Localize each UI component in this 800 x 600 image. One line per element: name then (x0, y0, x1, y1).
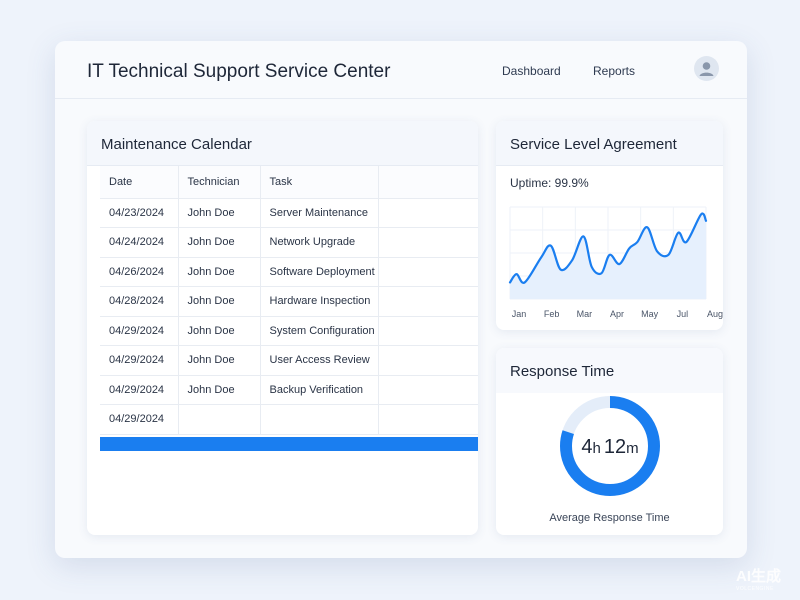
cell-date: 04/29/2024 (100, 345, 179, 376)
maintenance-table: Date Technician Task 04/23/2024 John Doe… (100, 166, 478, 435)
cell-date: 04/29/2024 (100, 404, 179, 435)
page-title: IT Technical Support Service Center (87, 61, 391, 82)
table-row[interactable]: 04/29/2024 John Doe User Access Review (100, 345, 478, 376)
sla-card: Service Level Agreement Uptime: 99.9% Ja… (496, 121, 723, 330)
nav-reports-link[interactable]: Reports (593, 64, 636, 78)
cell-task: Hardware Inspection (260, 286, 379, 317)
watermark: AI生成 VOLCENGINE (736, 565, 781, 592)
table-row[interactable]: 04/29/2024 John Doe System Configuration (100, 316, 478, 346)
cell-task: Backup Verification (260, 375, 379, 405)
table-row[interactable]: 04/24/2024 John Doe Network Upgrade (100, 227, 478, 258)
cell-technician: John Doe (178, 227, 261, 258)
cell-extra (378, 316, 478, 346)
table-row[interactable]: 04/29/2024 (100, 404, 478, 435)
response-time-donut: 4h 12m (560, 396, 660, 496)
response-time-card: Response Time 4h 12m Average Response Tim… (496, 348, 723, 535)
uptime-value: Uptime: 99.9% (510, 176, 589, 190)
cell-date: 04/26/2024 (100, 257, 179, 287)
cell-date: 04/23/2024 (100, 198, 179, 228)
cell-technician (178, 404, 261, 435)
cell-technician: John Doe (178, 286, 261, 317)
cell-extra (378, 375, 478, 405)
cell-task: System Configuration (260, 316, 379, 346)
watermark-text: AI生成 (736, 568, 782, 585)
user-avatar[interactable] (694, 56, 719, 81)
cell-extra (378, 345, 478, 376)
cell-date: 04/28/2024 (100, 286, 179, 317)
table-header-row: Date Technician Task (100, 166, 478, 199)
cell-task: Server Maintenance (260, 198, 379, 228)
cell-date: 04/24/2024 (100, 227, 179, 258)
maintenance-calendar-card: Maintenance Calendar Date Technician Tas… (87, 121, 478, 535)
cell-task (260, 404, 379, 435)
column-header-extra (378, 166, 478, 199)
user-icon (699, 62, 714, 76)
nav-dashboard-link[interactable]: Dashboard (502, 64, 561, 78)
uptime-line-chart: Jan Feb Mar Apr May Jul Aug (508, 206, 723, 319)
response-time-value: 4h 12m (581, 436, 638, 458)
uptime-area-fill (510, 213, 706, 299)
calendar-title: Maintenance Calendar (87, 121, 478, 166)
table-horizontal-scrollbar[interactable] (100, 437, 478, 451)
x-axis-tick-label: Feb (544, 309, 560, 319)
table-row[interactable]: 04/29/2024 John Doe Backup Verification (100, 375, 478, 405)
column-header-technician[interactable]: Technician (178, 166, 261, 199)
cell-date: 04/29/2024 (100, 316, 179, 346)
cell-technician: John Doe (178, 345, 261, 376)
x-axis-tick-label: Aug (707, 309, 723, 319)
column-header-task[interactable]: Task (260, 166, 379, 199)
cell-task: User Access Review (260, 345, 379, 376)
cell-date: 04/29/2024 (100, 375, 179, 405)
cell-technician: John Doe (178, 375, 261, 405)
cell-extra (378, 286, 478, 317)
cell-extra (378, 404, 478, 435)
x-axis-tick-label: Jan (512, 309, 527, 319)
app-window: IT Technical Support Service Center Dash… (55, 41, 747, 558)
x-axis-tick-label: May (641, 309, 659, 319)
cell-task: Software Deployment (260, 257, 379, 287)
response-caption: Average Response Time (549, 512, 670, 524)
table-row[interactable]: 04/28/2024 John Doe Hardware Inspection (100, 286, 478, 317)
column-header-date[interactable]: Date (100, 166, 179, 199)
table-row[interactable]: 04/26/2024 John Doe Software Deployment (100, 257, 478, 287)
cell-task: Network Upgrade (260, 227, 379, 258)
x-axis-tick-label: Jul (677, 309, 689, 319)
top-header: IT Technical Support Service Center Dash… (55, 41, 747, 99)
response-title: Response Time (496, 348, 723, 393)
donut-progress-arc (560, 396, 660, 496)
x-axis-tick-label: Mar (577, 309, 593, 319)
cell-technician: John Doe (178, 257, 261, 287)
cell-extra (378, 227, 478, 258)
sla-title: Service Level Agreement (496, 121, 723, 166)
table-row[interactable]: 04/23/2024 John Doe Server Maintenance (100, 198, 478, 228)
cell-technician: John Doe (178, 198, 261, 228)
cell-extra (378, 257, 478, 287)
watermark-subtext: VOLCENGINE (736, 586, 774, 592)
uptime-series-line (508, 212, 708, 284)
cell-extra (378, 198, 478, 228)
x-axis-tick-label: Apr (610, 309, 624, 319)
cell-technician: John Doe (178, 316, 261, 346)
